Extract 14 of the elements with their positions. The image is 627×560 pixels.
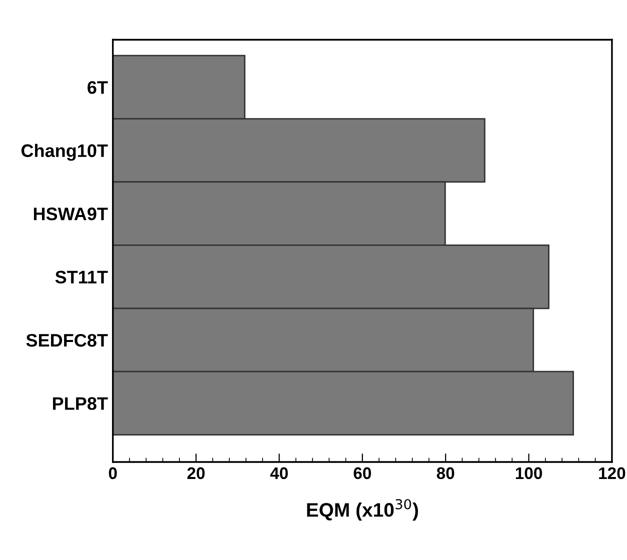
x-tick-label: 40 (270, 467, 288, 480)
y-tick-label: Chang10T (21, 144, 108, 161)
x-tick-label: 0 (108, 467, 117, 480)
x-tick-label: 60 (354, 467, 371, 480)
y-tick-label: HSWA9T (34, 208, 108, 220)
x-tick-label: 20 (187, 467, 205, 480)
x-tick-label: 80 (436, 467, 454, 480)
x-tick-label: 100 (516, 467, 542, 480)
y-tick-label: PLP8T (53, 397, 108, 410)
y-tick-label: 6T (88, 81, 108, 94)
y-tick-label: SEDFC8T (26, 334, 108, 347)
x-tick-label: 120 (599, 467, 626, 480)
y-tick-label: ST11T (55, 270, 108, 284)
x-axis-title: EQM (x10$^{30}$) (307, 499, 418, 521)
